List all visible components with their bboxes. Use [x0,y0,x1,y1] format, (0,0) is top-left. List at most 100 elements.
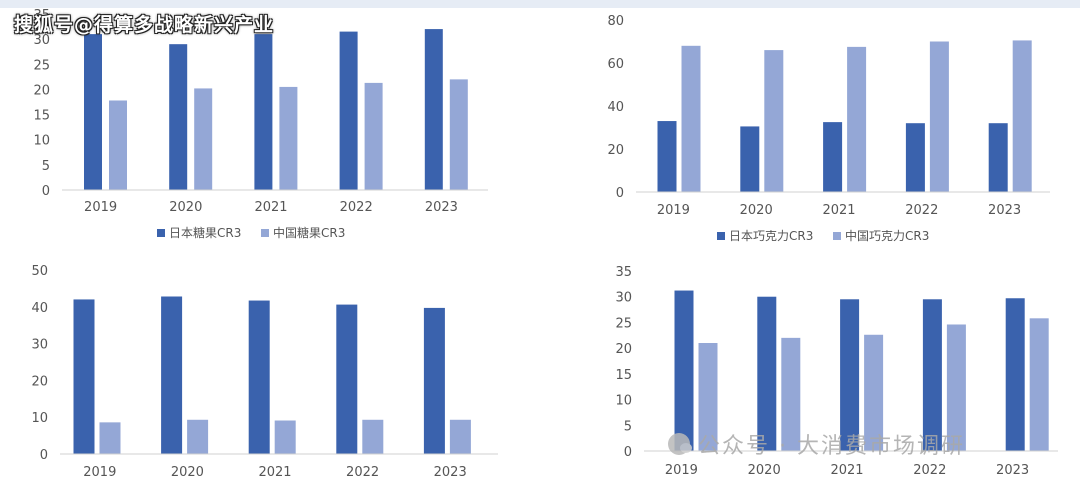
y-tick-label: 40 [31,301,48,316]
bar-china [1012,40,1032,192]
bar-china [929,41,949,192]
chart-candy-cr3: 0 5 10 15 20 25 30 35 2019 2020 2021 2022 2023 日本糖果CR… [33,8,488,240]
x-tick-label: 2023 [434,465,467,480]
x-tick-label: 2020 [171,465,204,480]
bar-china [764,50,784,192]
x-tick-label: 2021 [822,203,855,218]
y-tick-label: 20 [615,342,632,357]
watermark-sohu: 搜狐号@得算多战略新兴产业 [14,14,275,36]
x-tick-label: 2022 [340,200,373,215]
y-tick-label: 35 [33,8,50,23]
y-tick-label: 50 [31,264,48,279]
y-tick-label: 20 [607,143,624,158]
x-tick-label: 2019 [657,203,690,218]
bar-japan [823,122,843,192]
legend-label: 中国糖果CR3 [273,225,345,240]
bar-japan [674,290,694,451]
wechat-icon [668,433,692,455]
y-tick-label: 10 [615,394,632,409]
bar-china [781,337,801,451]
bar-japan [757,296,777,451]
legend-swatch [157,229,165,237]
legend-label: 中国巧克力CR3 [845,228,929,243]
chart-bottom-right: 0 5 10 15 20 25 30 35 2019 2020 2021 2022 2023 [615,265,1058,478]
y-tick-label: 80 [607,14,624,29]
x-tick-label: 2021 [254,200,287,215]
bar-japan [161,296,183,454]
bar-china [187,419,209,454]
x-tick-label: 2020 [748,463,781,478]
watermark-wechat-text: 公众号 · 大消费市场调研 [698,434,965,459]
bar-china [847,46,867,192]
x-tick-label: 2022 [905,203,938,218]
y-tick-label: 5 [42,159,50,174]
x-tick-label: 2023 [988,203,1021,218]
y-tick-label: 30 [31,338,48,353]
bar-japan [336,304,358,454]
x-tick-label: 2021 [830,463,863,478]
bar-japan [424,29,443,191]
y-tick-label: 0 [42,184,50,199]
bar-japan [840,299,860,451]
bar-japan [657,121,677,192]
bar-japan [905,123,925,192]
bar-china [279,86,298,190]
bar-japan [248,300,270,454]
x-tick-label: 2022 [913,463,946,478]
y-tick-label: 10 [33,134,50,149]
y-tick-label: 0 [624,445,632,460]
legend-label: 日本糖果CR3 [169,225,241,240]
bar-china [681,45,701,192]
legend-swatch [261,229,269,237]
bar-japan [339,31,358,190]
watermark-wechat: 公众号 · 大消费市场调研 [668,428,965,460]
bar-china [864,334,884,451]
y-tick-label: 0 [616,186,624,201]
x-tick-label: 2019 [665,463,698,478]
bar-china [364,82,383,190]
bar-china [274,420,296,454]
bar-japan [84,34,102,190]
y-tick-label: 0 [40,448,48,463]
legend-swatch [833,232,841,240]
bar-japan [254,34,273,190]
x-tick-label: 2023 [425,200,458,215]
top-strip [0,0,1080,8]
x-tick-label: 2019 [83,465,116,480]
x-tick-label: 2019 [84,200,117,215]
bar-china [194,88,213,190]
bar-japan [988,123,1008,192]
bar-japan [740,126,760,192]
bar-japan [73,299,95,454]
y-tick-label: 25 [615,316,632,331]
y-tick-label: 25 [33,58,50,73]
y-tick-label: 60 [607,57,624,72]
bar-china [1029,318,1049,451]
y-tick-label: 5 [624,419,632,434]
y-tick-label: 20 [33,83,50,98]
y-tick-label: 35 [615,265,632,280]
x-tick-label: 2023 [996,463,1029,478]
bar-china [449,79,468,190]
y-tick-label: 15 [615,368,632,383]
legend-label: 日本巧克力CR3 [729,229,813,243]
y-tick-label: 15 [33,109,50,124]
bar-china [698,343,718,451]
x-tick-label: 2022 [346,465,379,480]
bar-china [99,422,121,454]
y-tick-label: 40 [607,100,624,115]
legend-swatch [717,232,725,240]
x-tick-label: 2020 [169,200,202,215]
x-tick-label: 2020 [740,203,773,218]
x-tick-label: 2021 [258,465,291,480]
bar-japan [169,44,188,190]
chart-chocolate-cr3: 0 20 40 60 80 2019 2020 2021 2022 2023 日本巧克力CR3 中国巧… [607,14,1050,243]
bar-japan [423,307,445,454]
bar-china [109,100,127,190]
chart-bottom-left: 0 10 20 30 40 50 2019 2020 2021 2022 2023 [31,264,498,480]
bar-japan [922,299,942,451]
y-tick-label: 30 [615,291,632,306]
y-tick-label: 10 [31,411,48,426]
bar-japan [1005,298,1025,451]
y-tick-label: 30 [33,33,50,48]
